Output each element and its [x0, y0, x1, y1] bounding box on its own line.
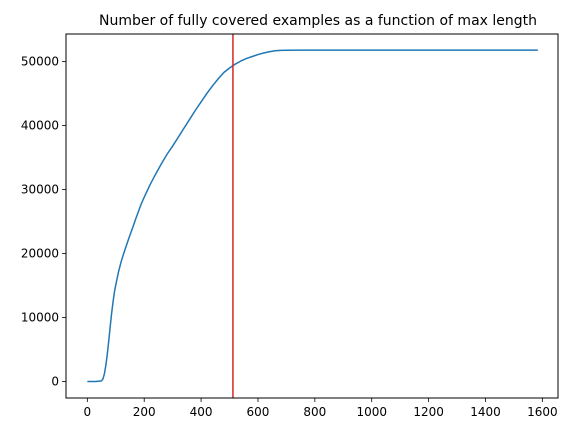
y-tick-label: 50000: [21, 55, 59, 69]
axes-frame: [65, 33, 559, 399]
x-tick-label: 1600: [527, 405, 558, 419]
y-tick-label: 30000: [21, 183, 59, 197]
x-tick-label: 600: [247, 405, 270, 419]
y-axis: 0 10000 20000 30000 40000 50000: [21, 55, 66, 388]
y-tick-label: 0: [51, 374, 59, 388]
x-tick-label: 800: [303, 405, 326, 419]
y-tick-label: 40000: [21, 119, 59, 133]
series-line-0: [87, 49, 538, 383]
x-tick-label: 0: [84, 405, 92, 419]
x-tick-label: 1000: [356, 405, 387, 419]
x-tick-label: 1200: [413, 405, 444, 419]
chart-title: Number of fully covered examples as a fu…: [99, 13, 537, 29]
x-tick-label: 1400: [470, 405, 501, 419]
x-tick-label: 200: [133, 405, 156, 419]
x-axis: 0 200 400 600 800 1000 1200 1400 1600: [84, 398, 558, 419]
x-tick-label: 400: [190, 405, 213, 419]
y-tick-label: 20000: [21, 247, 59, 261]
plot-area: [87, 34, 538, 398]
y-tick-label: 10000: [21, 310, 59, 324]
